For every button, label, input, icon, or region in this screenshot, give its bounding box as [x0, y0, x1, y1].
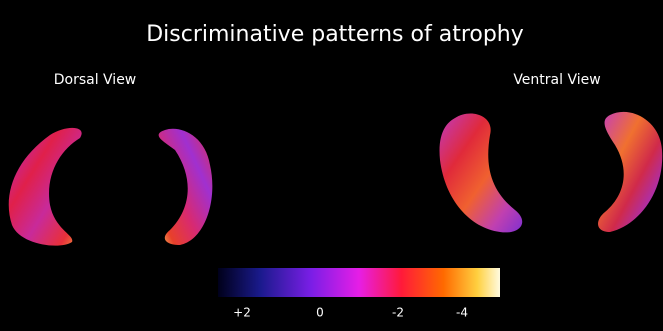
colorbar-tick-label: 0: [316, 306, 324, 320]
hippocampus-surface: [598, 112, 662, 232]
hippocampus-surface: [9, 128, 82, 246]
hippocampus-surface: [159, 129, 213, 245]
hippocampus-surface: [440, 113, 523, 232]
colorbar: [218, 268, 500, 297]
page: Discriminative patterns of atrophy Dorsa…: [0, 0, 663, 331]
colorbar-tick-label: -2: [392, 306, 404, 320]
view-label: Dorsal View: [54, 72, 137, 88]
view-label: Ventral View: [513, 72, 600, 88]
figure: Discriminative patterns of atrophy Dorsa…: [0, 0, 663, 331]
colorbar-tick-label: -4: [456, 306, 468, 320]
figure-title: Discriminative patterns of atrophy: [146, 22, 524, 47]
colorbar-tick-label: +2: [233, 306, 251, 320]
